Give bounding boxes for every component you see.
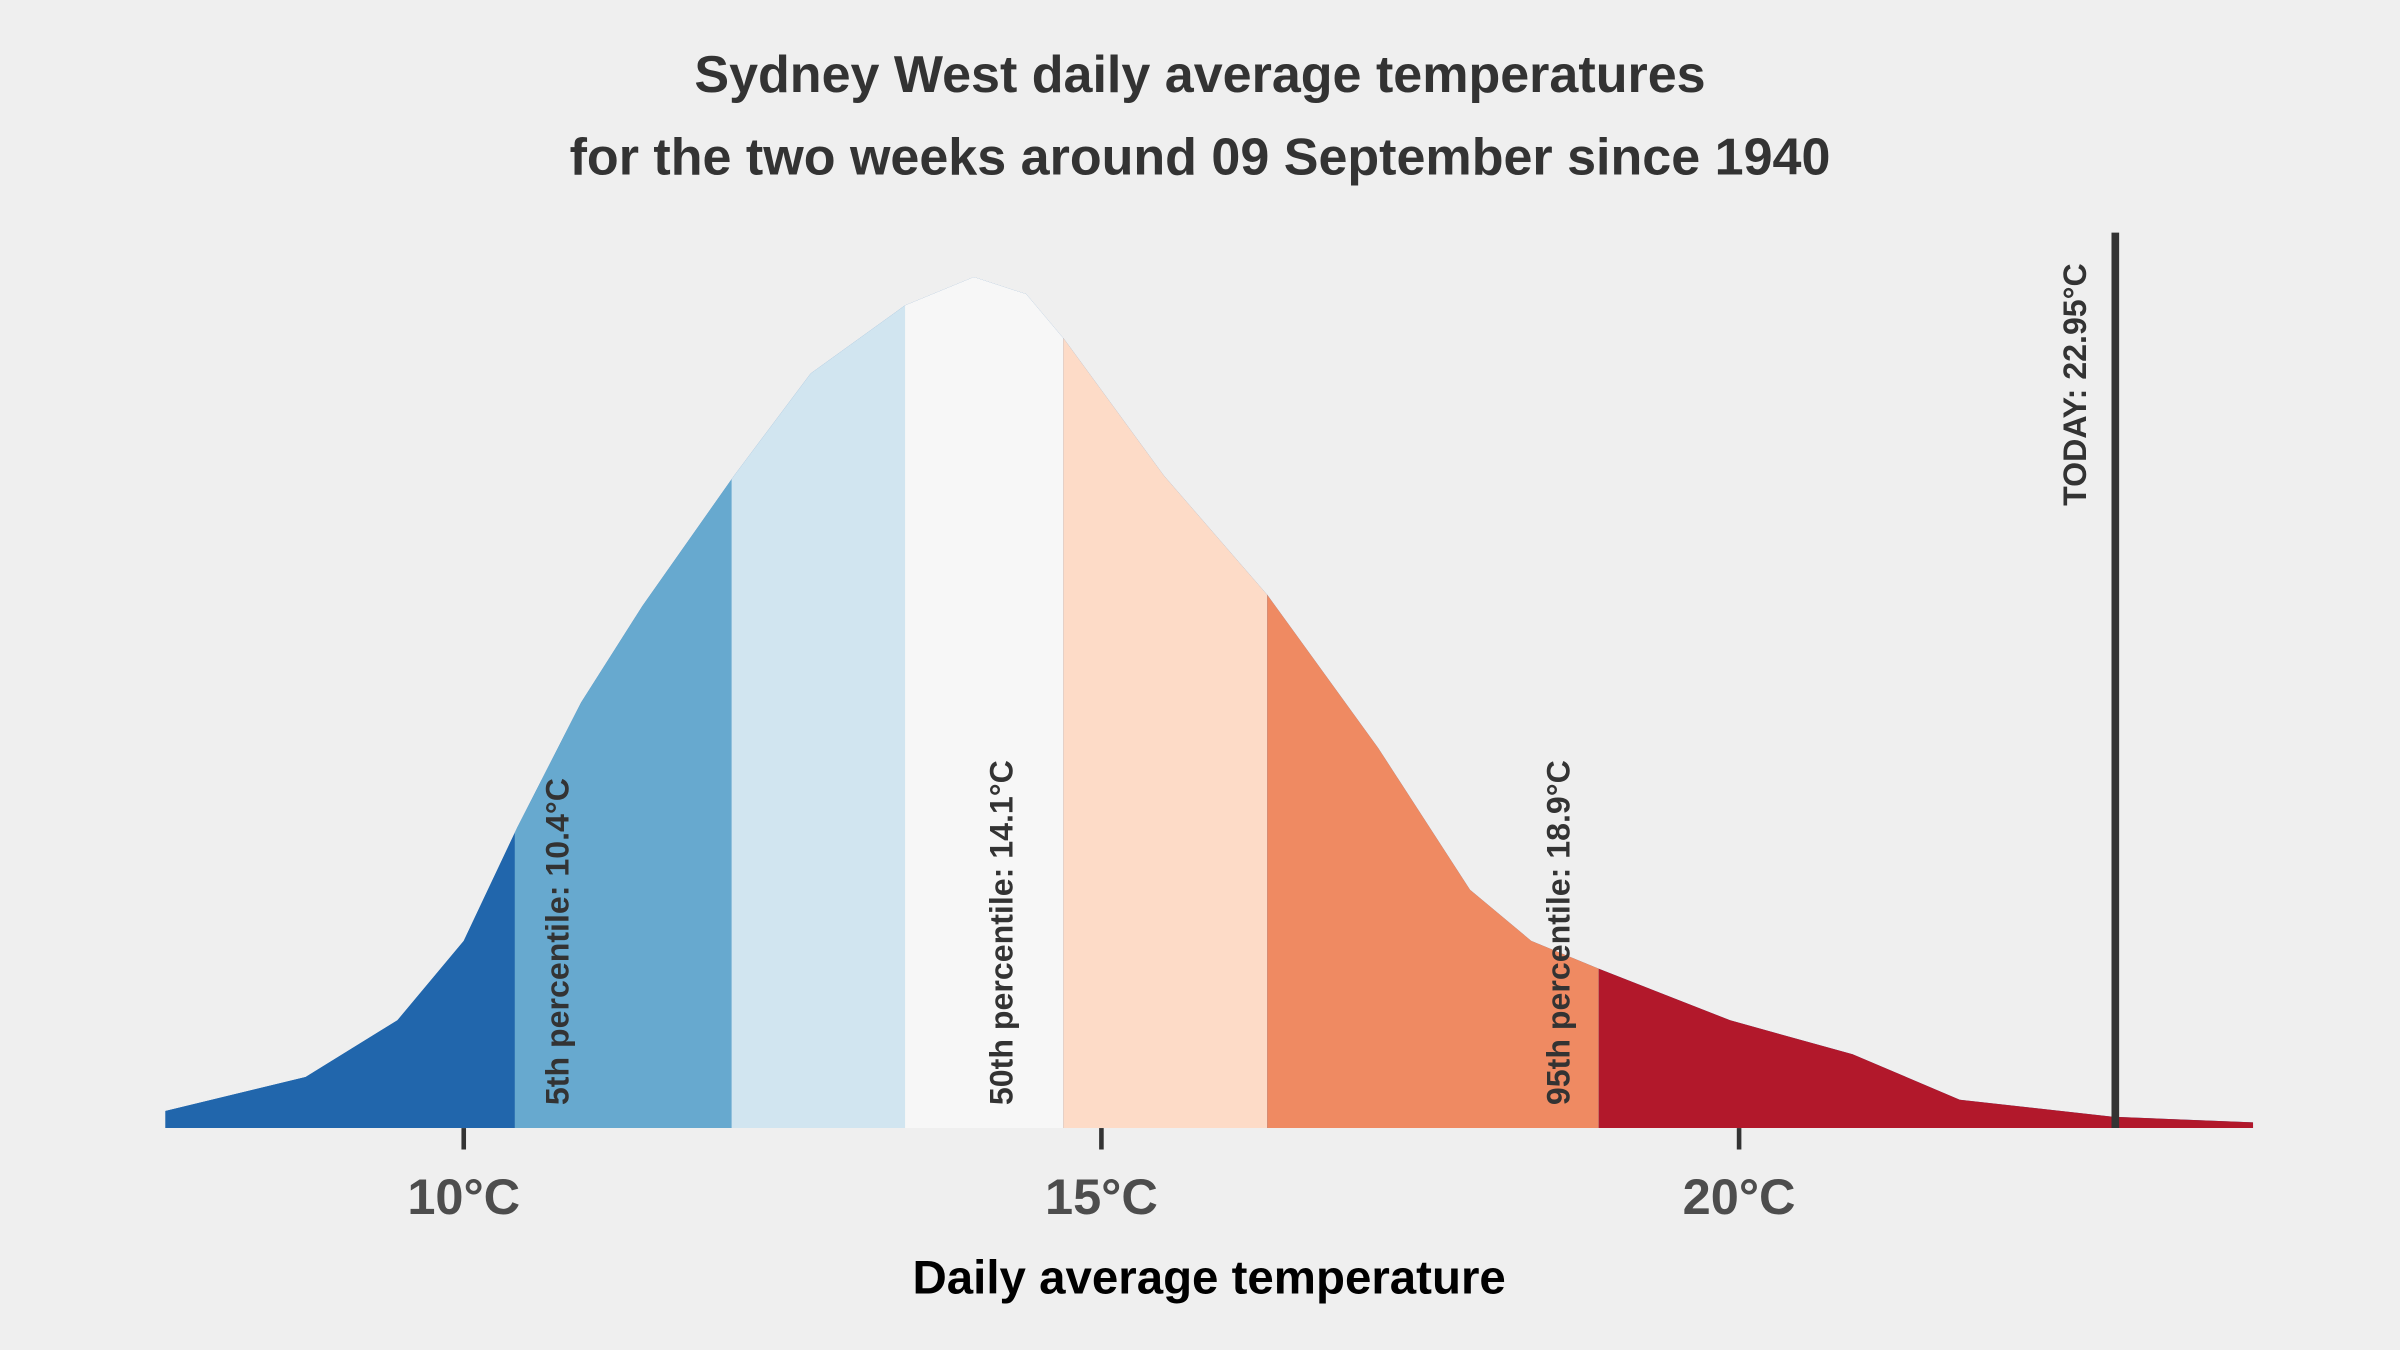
- chart-title: Sydney West daily average temperatures: [694, 46, 1705, 104]
- percentile-label: 95th percentile: 18.9°C: [1541, 760, 1577, 1105]
- chart-title: for the two weeks around 09 September si…: [570, 128, 1831, 186]
- x-axis-title: Daily average temperature: [913, 1251, 1506, 1304]
- x-tick-label: 10°C: [407, 1168, 520, 1225]
- x-tick-label: 20°C: [1683, 1168, 1796, 1225]
- percentile-label: 50th percentile: 14.1°C: [984, 760, 1020, 1105]
- x-tick-label: 15°C: [1045, 1168, 1158, 1225]
- percentile-label: 5th percentile: 10.4°C: [539, 778, 575, 1105]
- density-band: [905, 277, 1064, 1129]
- today-label: TODAY: 22.95°C: [2057, 263, 2093, 506]
